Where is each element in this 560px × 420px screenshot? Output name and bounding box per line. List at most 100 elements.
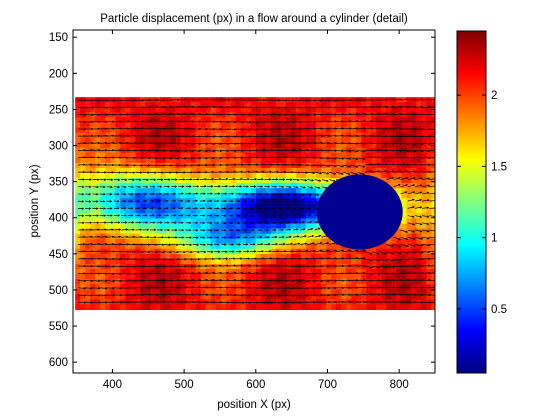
heatmap-cell [180, 208, 187, 215]
heatmap-cell [135, 203, 141, 209]
vector-arrow [393, 113, 402, 115]
heatmap-cell [265, 142, 272, 149]
vector-arrowhead [82, 235, 86, 239]
heatmap-cell [376, 117, 382, 124]
heatmap-cell [85, 157, 91, 164]
heatmap-cell [406, 263, 412, 270]
heatmap-cell [280, 193, 287, 199]
heatmap-cell [346, 102, 352, 108]
heatmap-cell [381, 294, 387, 300]
heatmap-cell [310, 198, 317, 204]
heatmap-cell [110, 208, 116, 215]
heatmap-cell [386, 117, 392, 124]
heatmap-cell [190, 172, 197, 179]
heatmap-cell [295, 188, 302, 194]
heatmap-cell [170, 294, 177, 300]
heatmap-cell [305, 223, 312, 230]
heatmap-cell [195, 279, 202, 285]
vector-arrowhead [427, 229, 430, 233]
heatmap-cell [275, 263, 282, 270]
heatmap-cell [310, 117, 317, 124]
heatmap-cell [285, 152, 292, 159]
vector-arrow [364, 113, 373, 115]
vector-arrow [307, 142, 316, 144]
heatmap-cell [321, 238, 327, 245]
heatmap-cell [105, 253, 111, 260]
heatmap-cell [381, 284, 387, 290]
vector-arrowhead [288, 228, 292, 231]
heatmap-cell [280, 152, 287, 159]
vector-arrow [379, 113, 387, 115]
heatmap-cell [135, 162, 141, 169]
vector-arrowhead [327, 127, 330, 130]
heatmap-cell [431, 107, 435, 113]
heatmap-cell [300, 198, 307, 204]
vector-arrowhead [166, 206, 169, 210]
heatmap-cell [245, 253, 252, 260]
heatmap-cell [170, 208, 177, 215]
heatmap-cell [361, 137, 367, 144]
heatmap-cell [411, 142, 417, 149]
heatmap-cell [100, 117, 106, 124]
heatmap-cell [75, 112, 81, 118]
heatmap-cell [230, 243, 237, 250]
vector-arrowhead [306, 148, 309, 152]
heatmap-cell [321, 157, 327, 164]
heatmap-cell [215, 107, 222, 113]
heatmap-cell [265, 263, 272, 270]
vector-arrowhead [175, 236, 178, 239]
heatmap-cell [140, 208, 146, 215]
vector-arrowhead [412, 230, 416, 233]
heatmap-cell [155, 188, 162, 194]
heatmap-cell [371, 112, 377, 118]
vector-arrowhead [261, 178, 264, 181]
heatmap-cell [285, 203, 292, 209]
heatmap-cell [130, 183, 136, 189]
heatmap-cell [280, 253, 287, 260]
heatmap-cell [406, 127, 412, 134]
heatmap-cell [170, 218, 177, 225]
heatmap-cell [275, 117, 282, 124]
heatmap-cell [185, 102, 192, 108]
vector-arrow [300, 106, 308, 109]
heatmap-cell [310, 102, 317, 108]
heatmap-cell [195, 132, 202, 139]
vector-arrow [400, 229, 408, 233]
heatmap-cell [285, 208, 292, 215]
vector-arrowhead [244, 200, 248, 203]
vector-arrowhead [241, 128, 244, 131]
heatmap-cell [356, 127, 362, 134]
heatmap-cell [175, 122, 182, 129]
vector-arrowhead [406, 98, 409, 101]
heatmap-cell [130, 188, 136, 194]
heatmap-cell [205, 152, 212, 159]
vector-arrow [77, 149, 86, 151]
vector-arrowhead [258, 200, 262, 203]
vector-arrowhead [139, 221, 142, 224]
heatmap-cell [341, 294, 347, 300]
heatmap-cell [431, 223, 435, 230]
heatmap-cell [310, 188, 317, 194]
heatmap-cell [391, 253, 397, 260]
heatmap-cell [416, 127, 422, 134]
vector-arrowhead [189, 185, 192, 188]
vector-arrowhead [327, 134, 330, 137]
vector-arrow [307, 135, 316, 137]
vector-arrowhead [284, 99, 288, 102]
heatmap-cell [431, 269, 435, 275]
vector-arrowhead [89, 185, 92, 189]
heatmap-cell [230, 263, 237, 270]
vector-arrowhead [97, 141, 101, 145]
heatmap-cell [280, 213, 287, 220]
vector-arrowhead [217, 207, 220, 210]
vector-arrowhead [275, 242, 278, 246]
heatmap-cell [160, 213, 167, 220]
heatmap-cell [200, 304, 207, 311]
heatmap-cell [260, 208, 267, 215]
vector-arrowhead [83, 106, 87, 109]
vector-arrow [307, 106, 316, 109]
vector-arrowhead [170, 120, 173, 123]
heatmap-cell [366, 167, 372, 174]
heatmap-cell [145, 304, 152, 311]
heatmap-cell [120, 167, 126, 174]
